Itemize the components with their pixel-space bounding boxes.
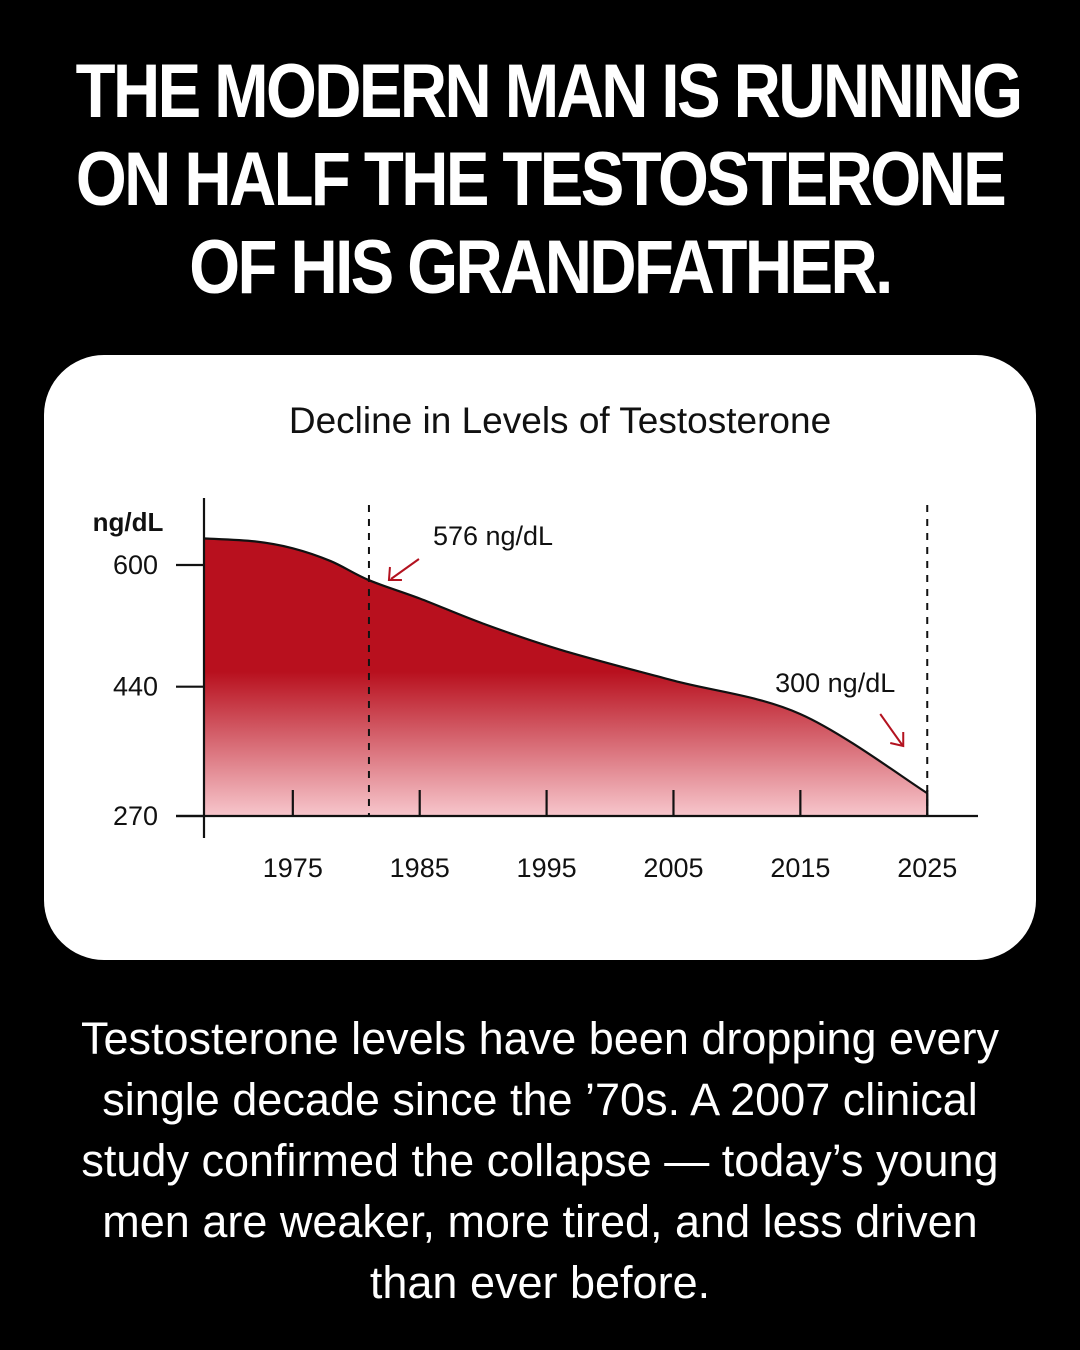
y-tick-label: 600 <box>113 550 158 580</box>
annotation-arrow <box>390 558 420 580</box>
annotation-label: 300 ng/dL <box>775 668 895 698</box>
headline: THE MODERN MAN IS RUNNING ON HALF THE TE… <box>75 48 1024 312</box>
x-tick-label: 2025 <box>897 853 957 883</box>
body-line: than ever before. <box>369 1257 711 1308</box>
x-tick-label: 1975 <box>263 853 323 883</box>
series-line <box>203 537 928 795</box>
area-fill <box>204 538 928 816</box>
x-tick-label: 2005 <box>643 853 703 883</box>
annotation-arrow <box>879 713 904 746</box>
headline-line: THE MODERN MAN IS RUNNING <box>75 49 1024 134</box>
headline-line: ON HALF THE TESTOSTERONE <box>75 137 1007 222</box>
body-line: study confirmed the collapse — today’s y… <box>81 1135 999 1186</box>
testosterone-chart: Decline in Levels of Testosterone ng/dL … <box>93 400 978 883</box>
x-tick-label: 2015 <box>770 853 830 883</box>
body-line: single decade since the ’70s. A 2007 cli… <box>102 1074 978 1125</box>
x-tick-label: 1985 <box>390 853 450 883</box>
body-line: men are weaker, more tired, and less dri… <box>102 1196 978 1247</box>
y-tick-label: 440 <box>113 672 158 702</box>
annotation-label: 576 ng/dL <box>433 521 553 551</box>
body-text: Testosterone levels have been dropping e… <box>20 1008 1060 1313</box>
body-line: Testosterone levels have been dropping e… <box>80 1013 1000 1064</box>
x-tick-label: 1995 <box>517 853 577 883</box>
y-axis-label: ng/dL <box>93 507 164 537</box>
annotation-arrowhead <box>387 566 402 581</box>
annotation-arrowhead <box>890 732 905 748</box>
chart-title: Decline in Levels of Testosterone <box>289 400 831 441</box>
y-tick-label: 270 <box>113 801 158 831</box>
chart-card: Decline in Levels of Testosterone ng/dL … <box>44 355 1036 960</box>
headline-line: OF HIS GRANDFATHER. <box>189 225 893 310</box>
